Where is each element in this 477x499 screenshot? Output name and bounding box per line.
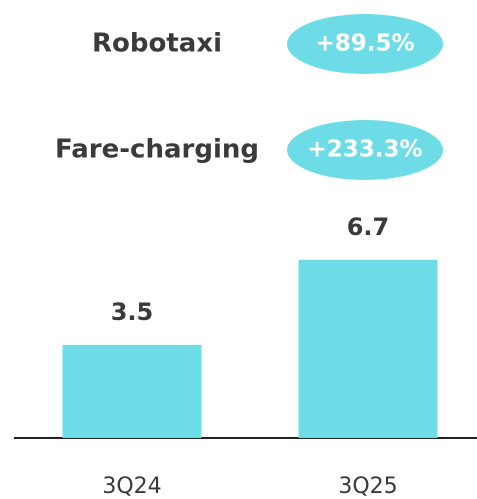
bar: [298, 259, 438, 438]
data-label: 6.7: [347, 213, 390, 241]
badge: [287, 120, 443, 180]
bar: [62, 344, 202, 438]
x-tick-label: 3Q25: [338, 474, 397, 499]
badge-text: +89.5%: [315, 31, 414, 57]
annotation-label: Fare-charging: [55, 135, 259, 165]
annotation-label: Robotaxi: [92, 29, 222, 59]
x-tick-label: 3Q24: [102, 474, 161, 499]
data-label: 3.5: [111, 298, 154, 326]
badge-text: +233.3%: [307, 137, 422, 163]
badge: [287, 14, 443, 74]
